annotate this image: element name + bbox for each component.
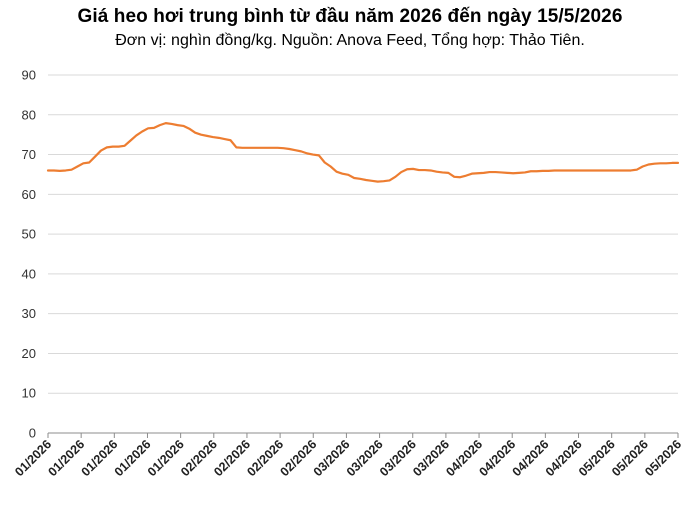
y-tick-label: 20 <box>22 346 36 361</box>
y-tick-label: 30 <box>22 306 36 321</box>
y-tick-label: 80 <box>22 107 36 122</box>
x-tick-label: 05/2026 <box>642 437 684 479</box>
y-tick-label: 60 <box>22 187 36 202</box>
y-tick-label: 0 <box>29 426 36 441</box>
y-tick-label: 70 <box>22 147 36 162</box>
series-line <box>46 122 680 183</box>
y-tick-label: 40 <box>22 266 36 281</box>
chart-title: Giá heo hơi trung bình từ đầu năm 2026 đ… <box>77 6 623 27</box>
y-tick-label: 90 <box>22 68 36 83</box>
y-tick-label: 50 <box>22 227 36 242</box>
y-tick-label: 10 <box>22 386 36 401</box>
chart-subtitle: Đơn vị: nghìn đồng/kg. Nguồn: Anova Feed… <box>115 32 585 49</box>
